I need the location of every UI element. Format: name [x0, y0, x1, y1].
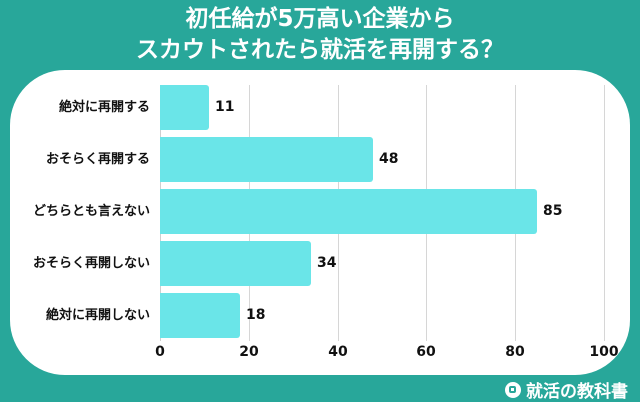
chart-title-line-2: スカウトされたら就活を再開する？ — [136, 37, 504, 63]
chart-title-line-1: 初任給が5万高い企業から — [185, 6, 455, 32]
bar — [160, 241, 311, 286]
bar — [160, 137, 373, 182]
brand-name: 就活の教科書 — [526, 382, 628, 402]
x-tick-label: 100 — [589, 344, 619, 360]
bar-value-label: 34 — [317, 255, 337, 271]
bar-value-label: 85 — [543, 203, 563, 219]
brand-logo: 就活の教科書 — [505, 377, 628, 402]
category-label: 絶対に再開しない — [45, 308, 150, 323]
category-label: おそらく再開する — [45, 152, 150, 167]
x-tick-label: 40 — [328, 344, 348, 360]
x-tick-label: 20 — [239, 344, 259, 360]
x-tick-label: 0 — [155, 344, 165, 360]
chart-title: 初任給が5万高い企業から スカウトされたら就活を再開する？ — [0, 4, 640, 66]
x-tick-label: 60 — [416, 344, 436, 360]
bar-value-label: 11 — [215, 99, 235, 115]
bar-value-label: 48 — [379, 151, 399, 167]
category-label: 絶対に再開する — [58, 100, 150, 115]
category-label: おそらく再開しない — [32, 256, 150, 271]
x-tick-label: 80 — [505, 344, 525, 360]
notebook-icon — [505, 381, 521, 398]
category-label: どちらとも言えない — [32, 204, 150, 219]
bar — [160, 293, 240, 338]
bar — [160, 85, 209, 130]
bar-value-label: 18 — [246, 307, 266, 323]
gridline — [604, 85, 605, 341]
bar — [160, 189, 537, 234]
